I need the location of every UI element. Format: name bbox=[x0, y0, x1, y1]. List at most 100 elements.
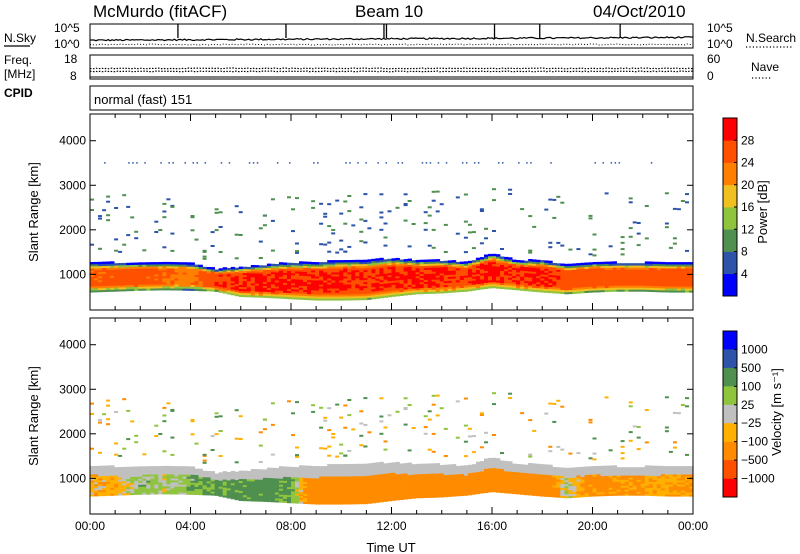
velocity-cell bbox=[484, 480, 489, 483]
power-cell bbox=[592, 262, 597, 265]
power-cell bbox=[110, 265, 115, 268]
velocity-cell bbox=[295, 495, 300, 498]
power-cell bbox=[479, 257, 485, 260]
power-cell bbox=[451, 274, 457, 277]
velocity-cell bbox=[126, 438, 131, 441]
velocity-cell bbox=[315, 480, 320, 483]
power-cell bbox=[447, 278, 453, 281]
velocity-cell bbox=[130, 492, 135, 496]
velocity-cell bbox=[222, 487, 228, 490]
power-cell bbox=[504, 270, 509, 274]
power-cell bbox=[331, 280, 336, 283]
velocity-cell bbox=[222, 483, 228, 486]
velocity-cell bbox=[130, 478, 135, 481]
power-cell bbox=[162, 246, 167, 249]
power-cell bbox=[258, 273, 264, 276]
power-cell bbox=[158, 270, 163, 273]
power-cell bbox=[471, 274, 477, 277]
velocity-cell bbox=[395, 477, 400, 481]
velocity-cell bbox=[138, 492, 143, 495]
power-cell bbox=[548, 284, 553, 288]
power-cell bbox=[182, 268, 187, 271]
power-cell bbox=[202, 250, 207, 253]
power-cell bbox=[548, 241, 553, 244]
power-cell bbox=[572, 291, 577, 294]
power-cell bbox=[170, 282, 175, 285]
power-cell bbox=[411, 270, 416, 273]
velocity-cell bbox=[98, 467, 103, 471]
velocity-cell bbox=[504, 466, 509, 470]
velocity-cell bbox=[463, 485, 469, 488]
power-cell bbox=[516, 278, 521, 281]
power-cell bbox=[206, 279, 211, 282]
power-cell bbox=[214, 269, 219, 272]
power-cell bbox=[419, 287, 424, 291]
power-cell bbox=[250, 287, 256, 290]
velocity-cell bbox=[323, 470, 328, 473]
power-cell bbox=[146, 262, 151, 265]
velocity-cell bbox=[258, 489, 264, 492]
velocity-cell bbox=[307, 479, 312, 483]
power-cell bbox=[435, 265, 441, 268]
power-cell bbox=[536, 259, 541, 263]
velocity-cell bbox=[122, 493, 127, 496]
velocity-cell bbox=[190, 492, 195, 495]
power-cell bbox=[689, 264, 694, 267]
velocity-cell bbox=[528, 455, 533, 458]
velocity-cell bbox=[327, 492, 332, 495]
velocity-cell bbox=[114, 442, 119, 445]
power-cell bbox=[262, 285, 268, 288]
velocity-cell bbox=[154, 490, 159, 493]
power-cell bbox=[427, 206, 432, 209]
power-cell bbox=[479, 265, 485, 268]
velocity-cell bbox=[214, 487, 219, 490]
power-cell bbox=[608, 275, 613, 278]
velocity-cell bbox=[146, 488, 151, 491]
power-cell bbox=[194, 270, 199, 273]
velocity-cell bbox=[214, 481, 219, 484]
power-cell bbox=[479, 275, 485, 278]
power-cell bbox=[331, 276, 336, 279]
velocity-cell bbox=[528, 475, 533, 478]
power-cell bbox=[291, 286, 296, 290]
power-cell bbox=[423, 228, 428, 231]
power-cell bbox=[467, 274, 473, 278]
power-cell bbox=[544, 272, 549, 275]
power-cell bbox=[234, 277, 240, 281]
power-cell bbox=[210, 269, 215, 272]
velocity-cell bbox=[190, 490, 195, 493]
velocity-cell bbox=[206, 475, 211, 478]
velocity-cell bbox=[355, 499, 360, 503]
velocity-cell bbox=[512, 463, 517, 466]
power-cell bbox=[154, 264, 159, 267]
velocity-cell bbox=[572, 489, 577, 492]
velocity-cell bbox=[552, 475, 557, 478]
power-cell bbox=[323, 264, 328, 267]
velocity-cell bbox=[556, 487, 561, 490]
power-cell bbox=[423, 291, 429, 294]
velocity-cell bbox=[435, 491, 441, 494]
velocity-cell bbox=[391, 468, 396, 471]
velocity-cell bbox=[266, 487, 272, 491]
power-cell bbox=[455, 283, 461, 287]
power-cell bbox=[668, 272, 674, 275]
velocity-cell bbox=[371, 492, 376, 496]
power-cell bbox=[226, 284, 232, 287]
velocity-cell bbox=[238, 484, 244, 487]
velocity-cell bbox=[496, 458, 501, 461]
power-cell bbox=[664, 226, 669, 229]
power-cell bbox=[656, 281, 662, 285]
velocity-cell bbox=[347, 464, 352, 467]
power-cell bbox=[528, 289, 533, 292]
power-cell bbox=[315, 292, 320, 295]
power-cell bbox=[477, 162, 480, 164]
velocity-cell bbox=[431, 479, 437, 482]
velocity-cell bbox=[367, 493, 372, 496]
velocity-cell bbox=[556, 477, 561, 480]
velocity-cell bbox=[359, 465, 364, 469]
velocity-cell bbox=[114, 453, 119, 456]
power-cell bbox=[640, 279, 646, 282]
velocity-cell bbox=[435, 475, 441, 478]
velocity-cell bbox=[367, 481, 372, 484]
power-cell bbox=[363, 219, 368, 222]
